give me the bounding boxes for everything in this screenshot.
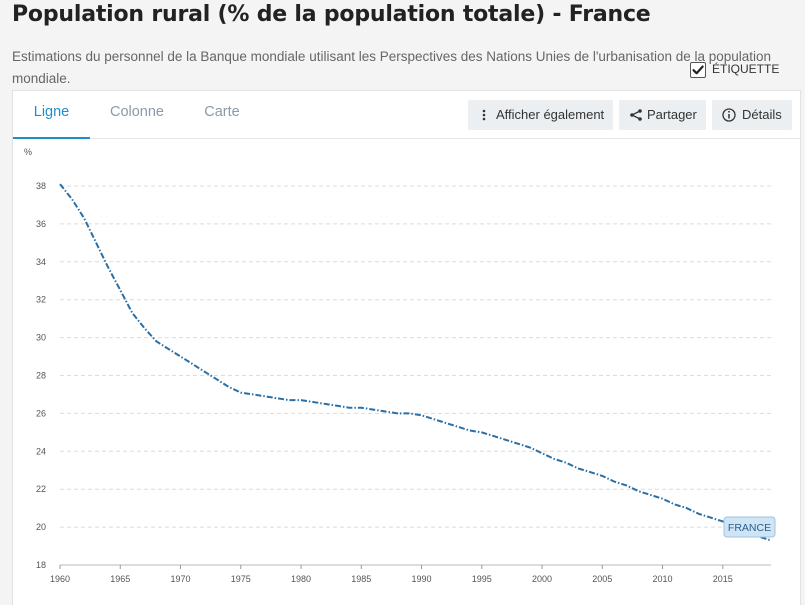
details-button[interactable]: Détails	[712, 100, 792, 130]
y-tick-label: 30	[36, 333, 46, 343]
x-tick-label: 1975	[231, 574, 251, 584]
x-tick-label: 1990	[412, 574, 432, 584]
show-also-label: Afficher également	[496, 107, 605, 122]
share-label: Partager	[647, 107, 697, 122]
y-tick-label: 20	[36, 522, 46, 532]
x-tick-label: 1970	[170, 574, 190, 584]
x-tick-label: 1960	[50, 574, 70, 584]
series-label-france: FRANCE	[728, 522, 771, 534]
x-tick-label: 1965	[110, 574, 130, 584]
tab-ligne[interactable]: Ligne	[13, 91, 90, 139]
page-title: Population rural (% de la population tot…	[12, 2, 651, 27]
y-tick-label: 22	[36, 484, 46, 494]
details-label: Détails	[742, 107, 782, 122]
page-subtitle: Estimations du personnel de la Banque mo…	[12, 49, 772, 86]
y-tick-label: 26	[36, 408, 46, 418]
info-icon	[722, 108, 736, 122]
x-tick-label: 2005	[592, 574, 612, 584]
y-axis-unit-label: %	[24, 147, 32, 157]
y-tick-label: 34	[36, 257, 46, 267]
x-tick-label: 2000	[532, 574, 552, 584]
x-tick-label: 1995	[472, 574, 492, 584]
series-line-france	[59, 183, 772, 542]
view-tabs: Ligne Colonne Carte Afficher également P…	[13, 91, 800, 139]
tab-colonne[interactable]: Colonne	[109, 104, 164, 120]
checkmark-icon	[692, 65, 704, 75]
x-tick-label: 1980	[291, 574, 311, 584]
x-tick-label: 1985	[351, 574, 371, 584]
y-tick-label: 36	[36, 219, 46, 229]
chart-card: Ligne Colonne Carte Afficher également P…	[12, 90, 801, 605]
label-toggle-text: ÉTIQUETTE	[712, 62, 780, 76]
x-tick-label: 2010	[653, 574, 673, 584]
share-button[interactable]: Partager	[619, 100, 706, 130]
show-also-button[interactable]: Afficher également	[468, 100, 613, 130]
tab-carte[interactable]: Carte	[204, 104, 240, 120]
y-tick-label: 32	[36, 295, 46, 305]
y-tick-label: 24	[36, 446, 46, 456]
x-tick-label: 2015	[713, 574, 733, 584]
y-tick-label: 38	[36, 181, 46, 191]
label-checkbox[interactable]	[690, 62, 706, 78]
share-icon	[630, 109, 642, 121]
y-tick-label: 18	[36, 560, 46, 570]
y-tick-label: 28	[36, 371, 46, 381]
series-label-box	[723, 516, 776, 538]
more-vertical-icon	[482, 109, 486, 121]
